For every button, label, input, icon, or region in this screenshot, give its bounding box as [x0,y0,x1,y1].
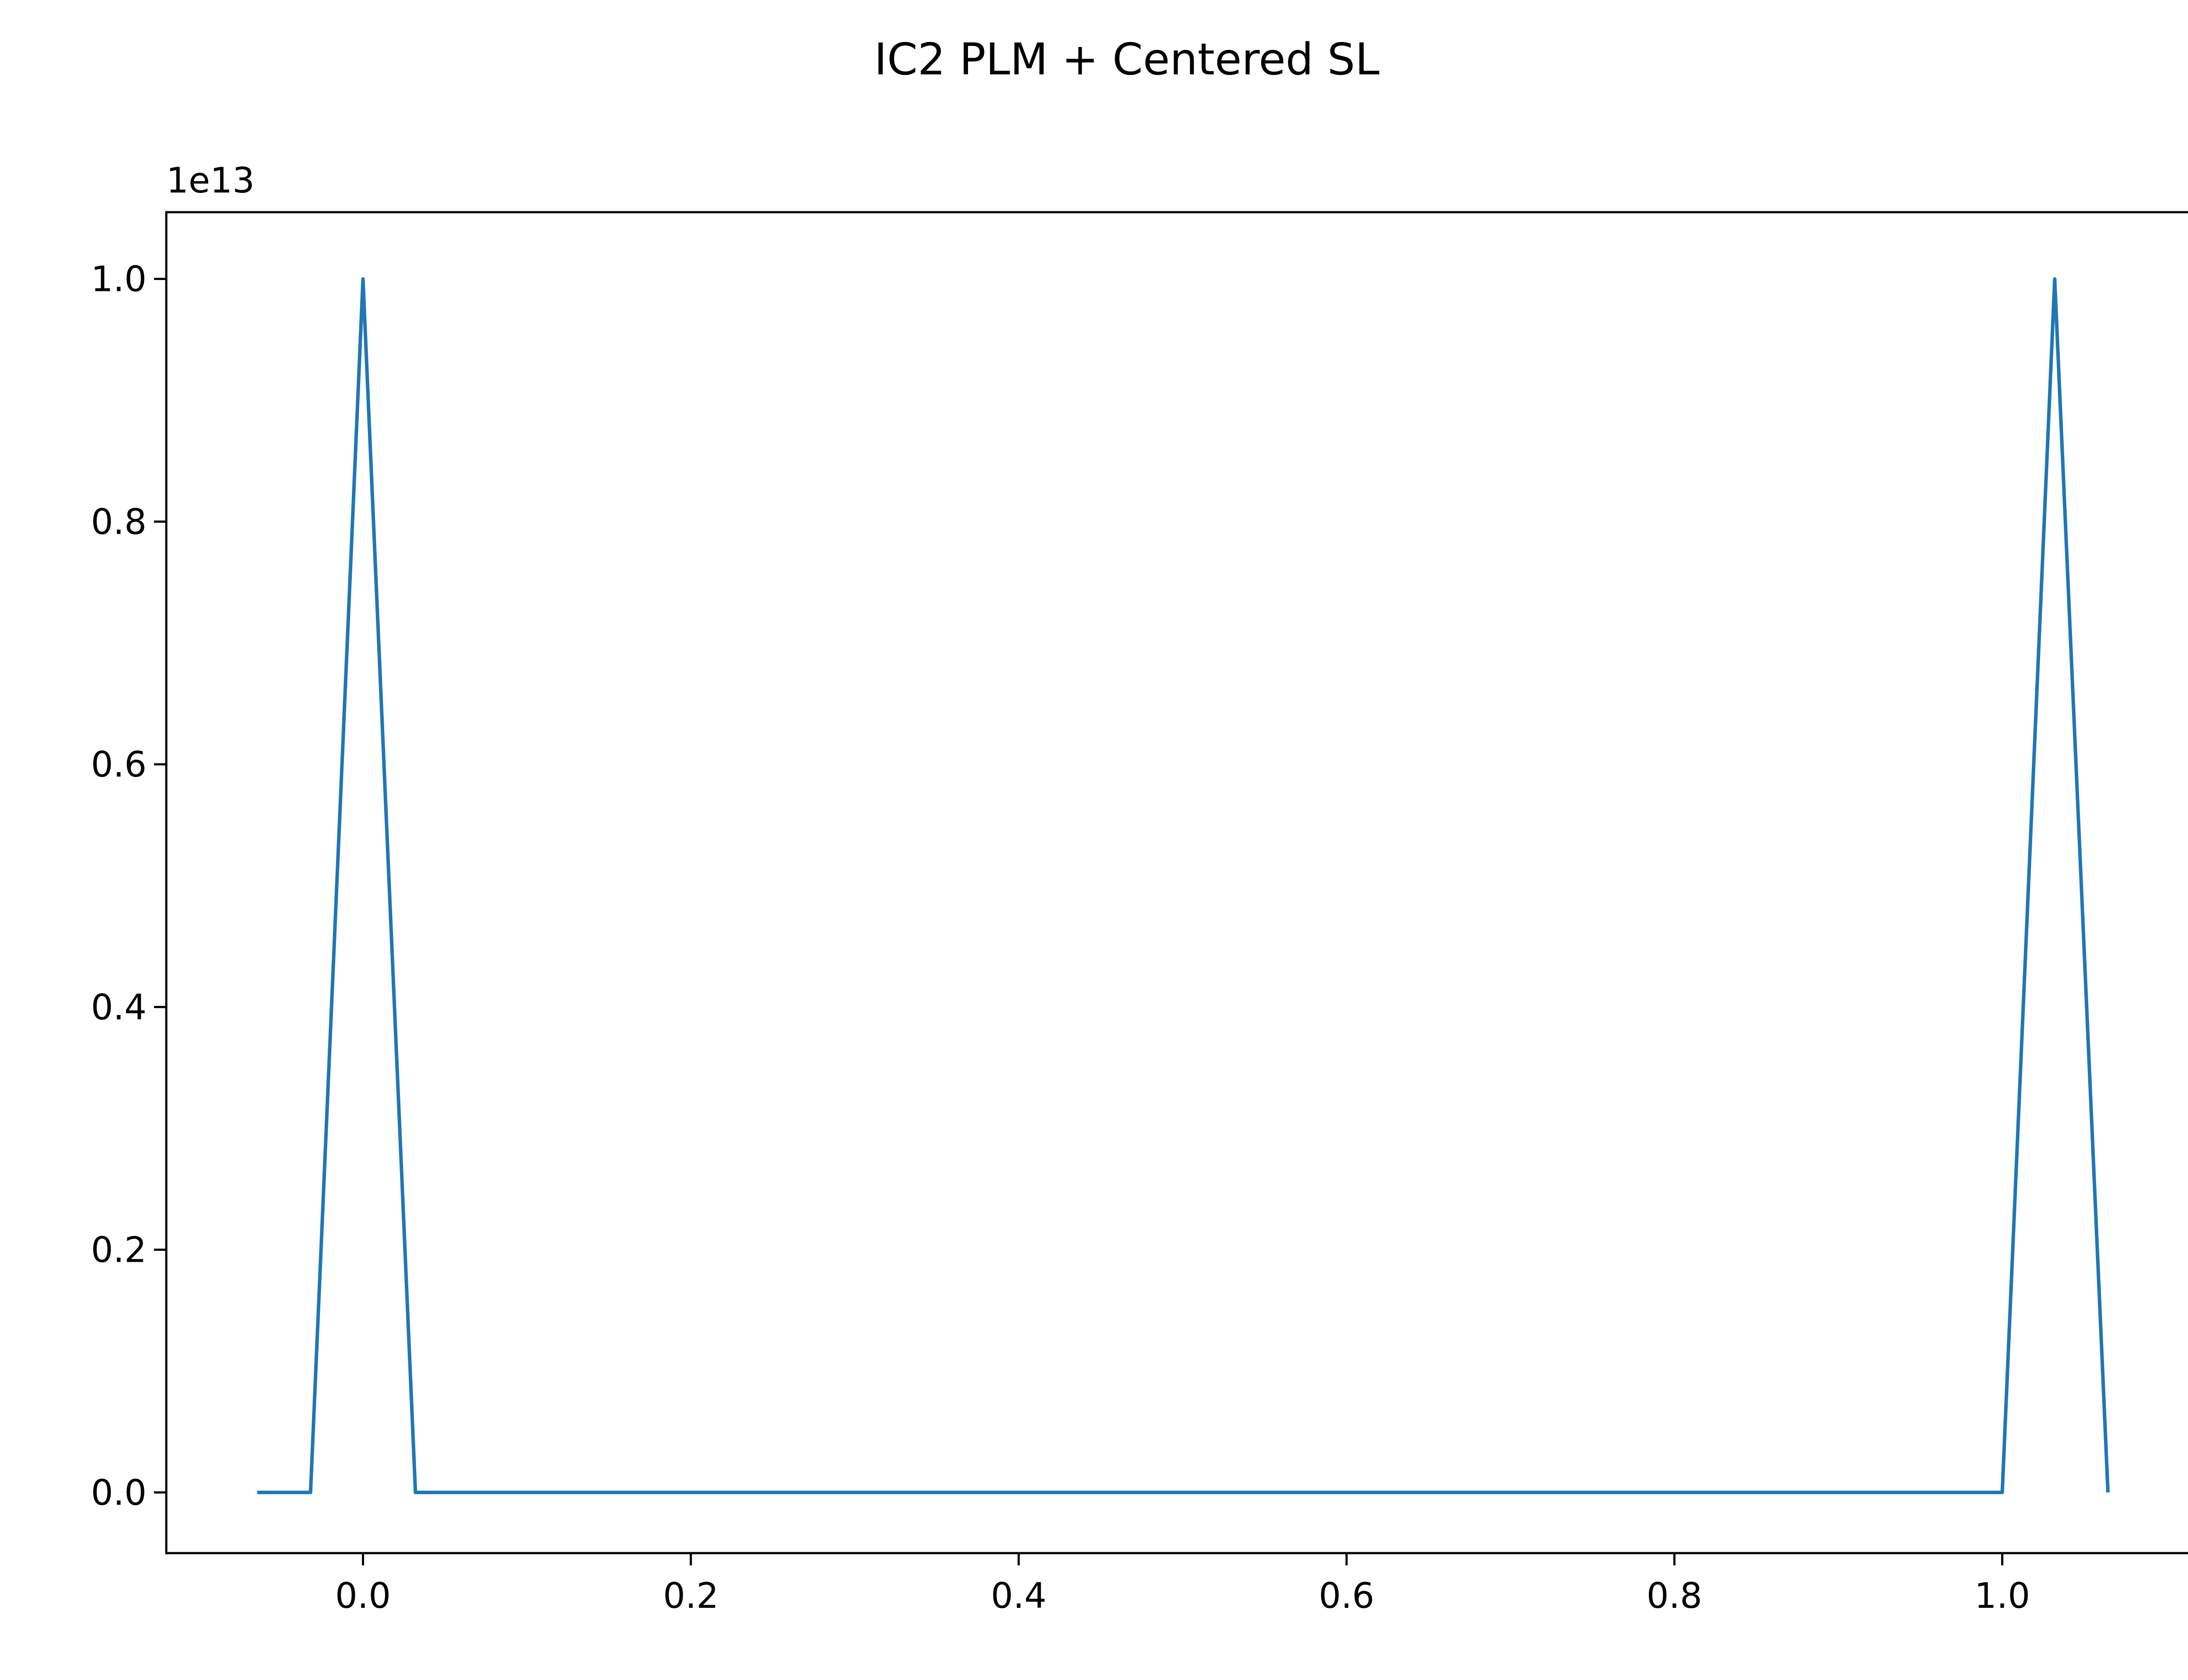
y-offset-label: 1e13 [166,160,255,201]
x-tick-label: 0.8 [1647,1575,1702,1616]
y-tick-label: 0.2 [91,1230,147,1270]
y-tick-label: 1.0 [91,259,147,300]
chart-title: IC2 PLM + Centered SL [874,34,1380,85]
x-tick-label: 1.0 [1974,1575,2030,1616]
series-line-0 [257,277,2110,1494]
y-tick-label: 0.0 [91,1472,147,1513]
x-tick-label: 0.4 [991,1575,1046,1616]
y-tick-label: 0.8 [91,501,147,542]
plot-area [257,277,2110,1494]
y-axis: 0.0 0.2 0.4 0.6 0.8 1.0 [91,259,166,1513]
x-tick-label: 0.2 [663,1575,719,1616]
x-tick-label: 0.6 [1318,1575,1374,1616]
x-axis: 0.0 0.2 0.4 0.6 0.8 1.0 [335,1553,2030,1616]
axes-frame [165,211,2188,1554]
y-tick-label: 0.4 [91,987,147,1028]
y-tick-label: 0.6 [91,744,147,785]
x-tick-label: 0.0 [335,1575,391,1616]
